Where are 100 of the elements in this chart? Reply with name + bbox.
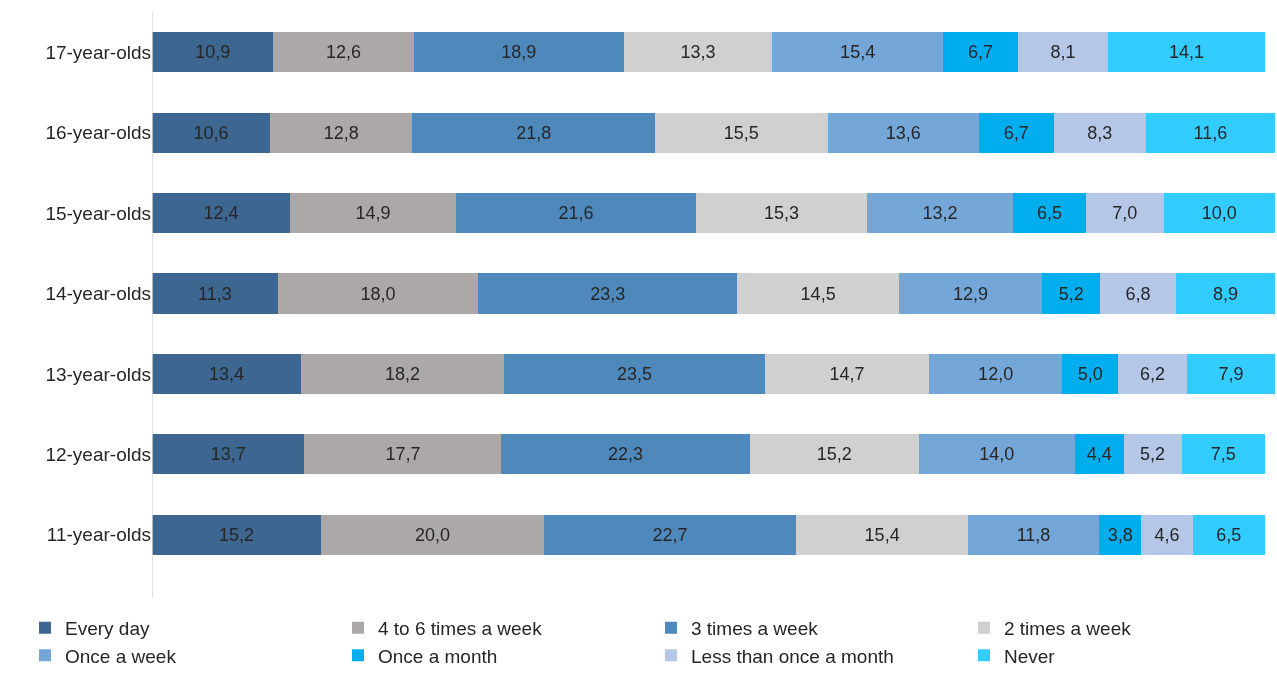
data-label: 17,7 [385,444,421,465]
bar [827,112,979,153]
data-label: 6,7 [1003,122,1029,143]
data-label: 4,4 [1086,444,1112,465]
bar [696,192,867,234]
legend-label: Once a week [65,645,177,667]
data-label: 6,5 [1216,524,1242,545]
data-label: 10,9 [195,42,231,63]
data-label: 15,4 [840,42,876,63]
bar [152,192,291,234]
bar [771,32,944,73]
bar [413,32,624,73]
data-label: 12,0 [978,363,1014,384]
bar [1062,353,1119,395]
bar [503,353,766,395]
bar [1181,434,1265,475]
y-tick-label: 11-year-olds [46,524,151,546]
y-tick-label: 12-year-olds [45,444,151,466]
data-label: 23,5 [616,363,652,384]
bar [1053,112,1146,153]
data-label: 11,8 [1016,524,1051,545]
bar [152,514,322,555]
data-label: 23,3 [590,283,626,304]
data-label: 8,1 [1050,42,1076,63]
legend-label: 2 times a week [1004,618,1132,640]
data-label: 20,0 [414,524,450,545]
bar [928,353,1063,395]
data-label: 7,9 [1218,363,1244,384]
bar [1145,112,1275,153]
bar [1187,353,1275,395]
data-label: 13,6 [885,122,921,143]
data-label: 6,8 [1125,283,1151,304]
bar [737,273,899,314]
bar [898,273,1043,314]
bar [321,514,544,555]
bar [1163,192,1275,234]
legend-label: Never [1004,645,1056,667]
bar [301,353,504,395]
legend-label: Once a month [378,645,498,667]
bar [1042,273,1101,314]
legend-label: Less than once a month [691,645,894,667]
bar [1141,514,1193,555]
bar [1013,192,1086,234]
bar [412,112,656,153]
data-label: 12,9 [953,283,989,304]
data-label: 14,5 [800,283,836,304]
y-tick-label: 16-year-olds [45,122,151,144]
bar [273,32,414,73]
data-label: 10,6 [193,122,229,143]
data-label: 11,3 [198,283,232,304]
data-label: 12,6 [325,42,361,63]
bar [1118,353,1188,395]
data-label: 13,2 [922,203,958,224]
bar [866,192,1014,234]
bar [749,434,919,475]
data-label: 15,2 [219,524,255,545]
bar [152,112,270,153]
bar [277,273,479,314]
bar [1108,32,1265,73]
data-label: 14,0 [979,444,1015,465]
data-label: 7,0 [1112,203,1138,224]
data-label: 18,9 [501,42,537,63]
data-label: 6,2 [1140,363,1166,384]
bar [1123,434,1182,475]
y-tick-label: 14-year-olds [45,283,151,305]
bar [152,273,278,314]
bar [978,112,1054,153]
bar [1017,32,1109,73]
data-label: 11,6 [1193,122,1228,143]
data-label: 21,8 [516,122,552,143]
data-label: 6,5 [1037,203,1063,224]
bar [304,434,502,475]
bar [918,434,1075,475]
data-label: 5,2 [1058,283,1084,304]
y-tick-label: 13-year-olds [45,363,151,385]
bar [152,434,305,475]
data-label: 12,4 [203,203,239,224]
data-label: 8,3 [1087,122,1113,143]
bar [290,192,456,234]
data-label: 22,3 [608,444,644,465]
bar [1085,192,1164,234]
bar [501,434,750,475]
legend-label: Every day [65,618,150,640]
legend-label: 4 to 6 times a week [378,618,543,640]
data-label: 14,9 [355,203,391,224]
bar [152,32,274,73]
bar [269,112,413,153]
data-label: 21,6 [558,203,594,224]
data-label: 7,5 [1210,444,1236,465]
data-label: 12,8 [323,122,359,143]
data-label: 8,9 [1212,283,1238,304]
legend-label: 3 times a week [691,618,819,640]
data-label: 14,7 [829,363,865,384]
bar [967,514,1100,555]
bar [455,192,697,234]
bar [543,514,797,555]
data-label: 14,1 [1168,42,1205,63]
data-label: 5,0 [1077,363,1103,384]
bar [765,353,929,395]
data-label: 13,3 [680,42,716,63]
